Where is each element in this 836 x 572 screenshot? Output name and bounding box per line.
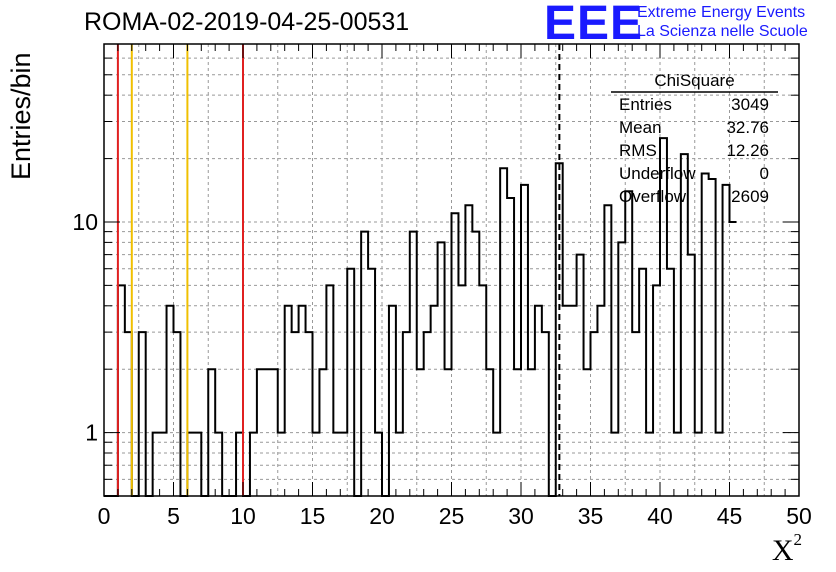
x-tick-label: 0 [98, 503, 111, 529]
stats-label-overflow: Overflow [619, 187, 687, 206]
y-tick-label: 1 [85, 420, 98, 446]
logo-line-1: Extreme Energy Events [637, 4, 806, 21]
stats-box-title: ChiSquare [654, 71, 734, 90]
x-tick-label: 35 [578, 503, 604, 529]
x-tick-label: 40 [647, 503, 673, 529]
y-axis-label: Entries/bin [6, 52, 36, 180]
stats-value-entries: 3049 [731, 95, 769, 114]
stats-value-underflow: 0 [760, 164, 769, 183]
stats-label-underflow: Underflow [619, 164, 696, 183]
x-axis-label: X2 [771, 530, 802, 567]
chart-title: ROMA-02-2019-04-25-00531 [84, 8, 410, 36]
histogram-series [104, 137, 737, 497]
x-tick-label: 45 [717, 503, 743, 529]
x-tick-label: 25 [439, 503, 465, 529]
stats-value-rms: 12.26 [726, 141, 769, 160]
logo-line-2: La Scienza nelle Scuole [637, 23, 808, 40]
stats-label-entries: Entries [619, 95, 672, 114]
x-tick-label: 20 [369, 503, 395, 529]
y-tick-label: 10 [72, 209, 98, 235]
stats-label-mean: Mean [619, 118, 662, 137]
stats-label-rms: RMS [619, 141, 657, 160]
stats-value-overflow: 2609 [731, 187, 769, 206]
eee-logo: EEE [544, 0, 644, 50]
x-tick-label: 50 [786, 503, 812, 529]
x-tick-label: 15 [300, 503, 326, 529]
x-tick-label: 10 [230, 503, 256, 529]
x-tick-label: 5 [167, 503, 180, 529]
stats-value-mean: 32.76 [726, 118, 769, 137]
x-tick-label: 30 [508, 503, 534, 529]
